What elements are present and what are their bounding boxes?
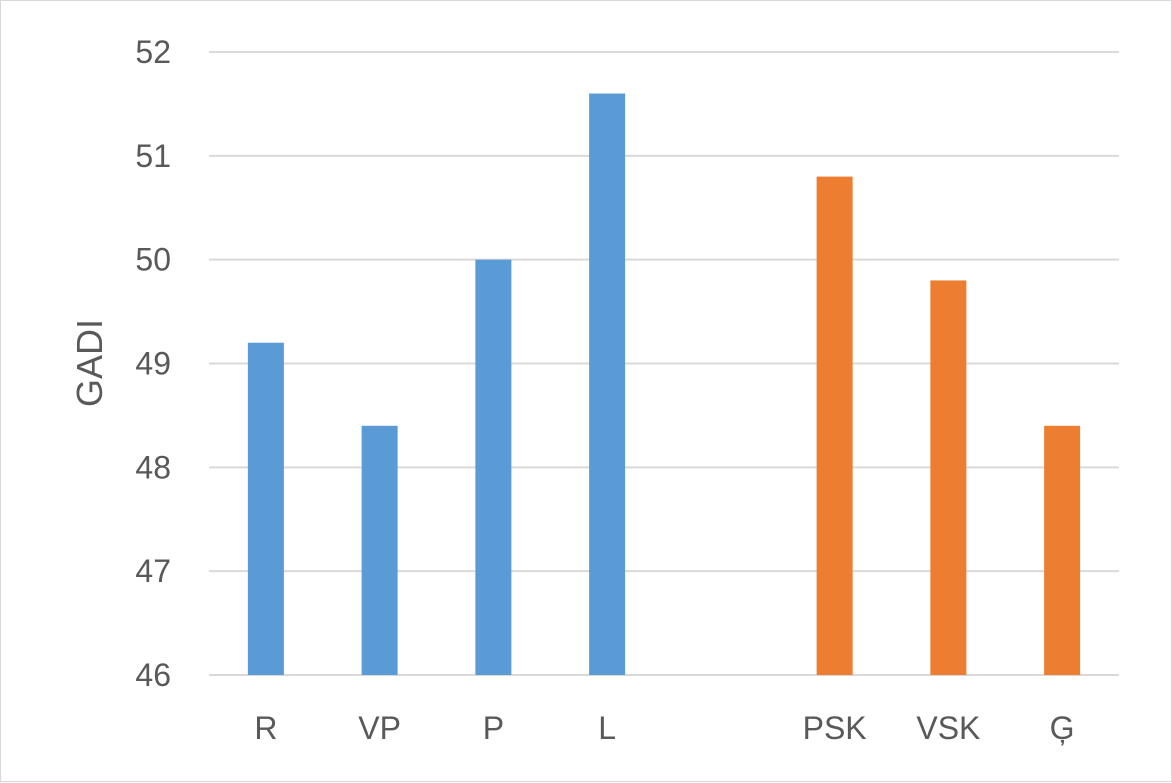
y-axis-ticks: 46 47 48 49 50 51 52 [135, 34, 171, 693]
x-tick-label: Ģ [1050, 710, 1075, 746]
x-tick-label: PSK [803, 710, 867, 746]
y-tick-label: 47 [135, 553, 171, 589]
bar-P [475, 259, 512, 675]
bar-R [247, 342, 284, 675]
y-tick-label: 48 [135, 449, 171, 485]
x-tick-label: L [598, 710, 616, 746]
bar-L [589, 93, 626, 676]
bar-VSK [930, 280, 967, 675]
y-tick-label: 46 [135, 657, 171, 693]
bar-PSK [816, 176, 853, 675]
y-tick-label: 52 [135, 34, 171, 70]
gridlines [209, 51, 1119, 676]
x-axis-ticks: R VP P L PSK VSK Ģ [254, 710, 1074, 746]
x-tick-label: R [254, 710, 277, 746]
y-axis-label: GADI [69, 319, 110, 407]
y-tick-label: 51 [135, 138, 171, 174]
y-tick-label: 49 [135, 346, 171, 382]
x-tick-label: VSK [916, 710, 980, 746]
bars [247, 93, 1081, 676]
bar-Ģ [1044, 425, 1081, 675]
y-tick-label: 50 [135, 242, 171, 278]
x-tick-label: P [483, 710, 504, 746]
bar-VP [361, 425, 398, 675]
x-tick-label: VP [358, 710, 401, 746]
